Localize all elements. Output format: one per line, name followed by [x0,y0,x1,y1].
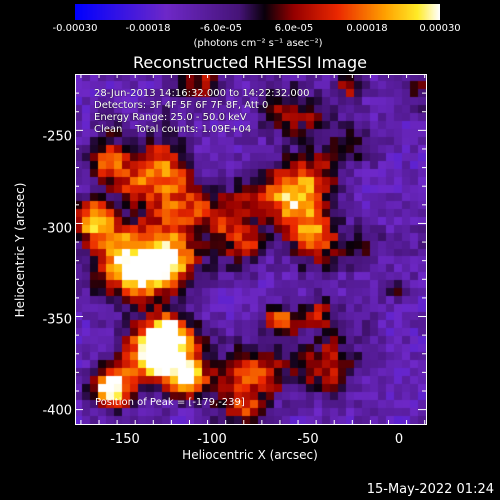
info-detectors: Detectors: 3F 4F 5F 6F 7F 8F, Att 0 [94,100,269,111]
x-tick-label: -150 [110,432,140,447]
timestamp-footer: 15-May-2022 01:24 [366,482,494,497]
plot-title: Reconstructed RHESSI Image [133,53,367,72]
info-counts: Clean Total counts: 1.09E+04 [94,124,252,135]
colorbar-tick-label: 6.0e-05 [274,23,314,34]
info-energy-range: Energy Range: 25.0 - 50.0 keV [94,112,247,123]
x-tick-label: -100 [197,432,227,447]
colorbar-tick-label: -0.00030 [52,23,98,34]
y-tick-label: -350 [42,312,72,328]
x-tick-label: -50 [297,432,319,447]
y-tick-label: -300 [42,221,72,237]
axes-box [75,74,427,425]
y-axis-label: Heliocentric Y (arcsec) [13,182,27,318]
peak-position-label: Position of Peak = [-179,-239] [95,397,245,408]
image-frame [75,74,426,424]
colorbar-unit-label: (photons cm⁻² s⁻¹ asec⁻²) [193,38,323,49]
rhessi-image [75,74,426,424]
colorbar-tick-label: 0.00018 [346,23,388,34]
info-time-range: 28-Jun-2013 14:16:32.000 to 14:22:32.000 [94,88,310,99]
colorbar-tick-label: -6.0e-05 [200,23,242,34]
colorbar [75,4,440,20]
colorbar-tick-label: 0.00030 [419,23,461,34]
x-axis-label: Heliocentric X (arcsec) [182,448,318,462]
x-tick-label: 0 [394,432,404,447]
y-tick-label: -250 [42,129,72,145]
colorbar-tick-label: -0.00018 [125,23,171,34]
y-tick-label: -400 [42,403,72,419]
